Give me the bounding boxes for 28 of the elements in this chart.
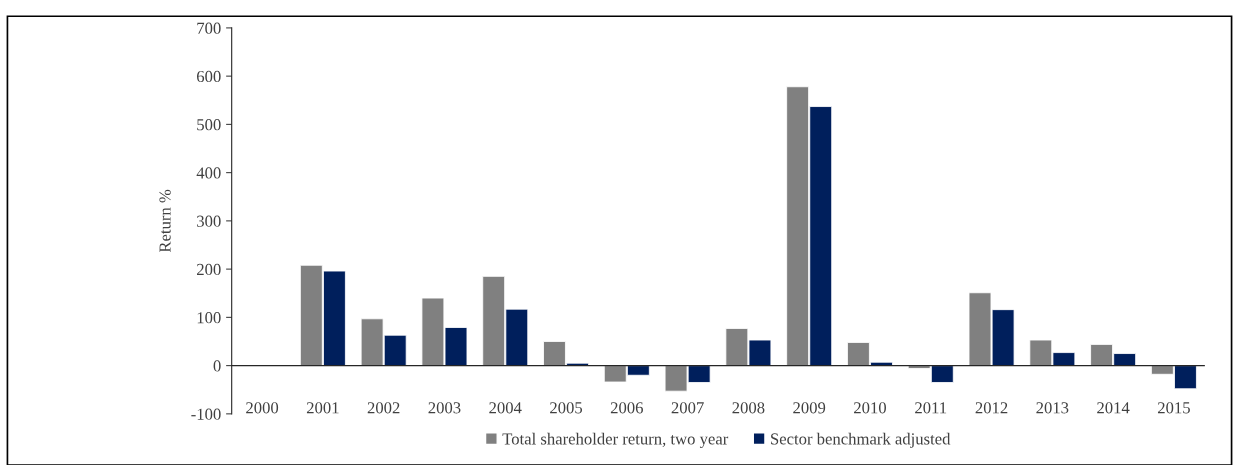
x-tick-label: 2011	[915, 402, 947, 414]
y-tick-label: -100	[191, 408, 221, 420]
x-tick-label: 2001	[306, 402, 339, 414]
x-tick-label: 2000	[246, 402, 279, 414]
y-tick-label: 200	[197, 263, 221, 276]
legend-label: Sector benchmark adjusted	[771, 432, 951, 448]
x-tick-label: 2003	[428, 402, 461, 414]
x-tick-label: 2010	[854, 402, 886, 414]
x-tick-label: 2002	[367, 402, 400, 414]
y-tick-label: 400	[196, 167, 221, 179]
legend-label: Total shareholder return, two year	[502, 432, 729, 448]
y-axis-title: Return %	[159, 189, 171, 253]
x-tick-label: 2012	[975, 402, 1008, 414]
y-tick-label: 100	[197, 312, 221, 324]
y-tick-label: 600	[196, 70, 221, 83]
x-tick-label: 2014	[1097, 402, 1130, 414]
y-tick-label: 700	[197, 22, 221, 34]
y-tick-label: 300	[197, 215, 221, 227]
x-tick-label: 2004	[489, 402, 522, 414]
x-tick-label: 2013	[1036, 402, 1069, 414]
x-tick-label: 2008	[732, 402, 765, 414]
y-tick-label: 0	[213, 360, 221, 372]
x-tick-label: 2015	[1157, 402, 1190, 414]
x-tick-label: 2007	[671, 402, 704, 414]
x-tick-label: 2005	[550, 402, 583, 414]
x-tick-label: 2006	[610, 402, 643, 414]
x-tick-label: 2009	[793, 402, 826, 414]
y-tick-label: 500	[197, 119, 221, 131]
